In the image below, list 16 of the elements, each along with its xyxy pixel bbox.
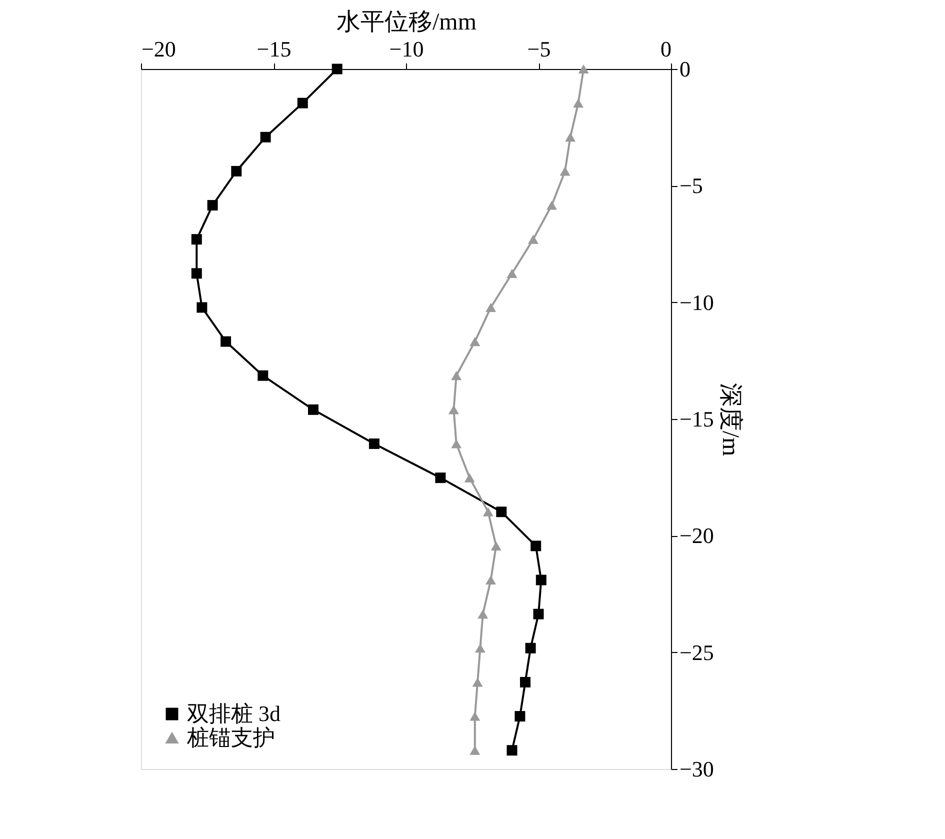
x-tick-label: −15 [256, 36, 292, 62]
y-axis-title: 深度/m [716, 382, 744, 456]
legend-label: 桩锚支护 [186, 725, 275, 750]
x-tick-label: −20 [142, 36, 176, 62]
y-tick-label: −10 [680, 290, 714, 315]
legend-label: 双排桩 3d [187, 701, 280, 726]
y-tick-label: −5 [680, 173, 703, 198]
x-tick-label: −5 [527, 36, 551, 62]
x-tick-label: 0 [660, 36, 672, 62]
y-tick-label: −25 [680, 640, 714, 665]
y-tick-label: 0 [680, 56, 690, 82]
y-tick-label: −15 [680, 406, 714, 432]
y-tick-label: −30 [680, 756, 714, 782]
y-tick-label: −20 [680, 523, 714, 548]
x-tick-label: −10 [389, 36, 424, 62]
x-axis-title: 水平位移/mm [336, 10, 477, 36]
